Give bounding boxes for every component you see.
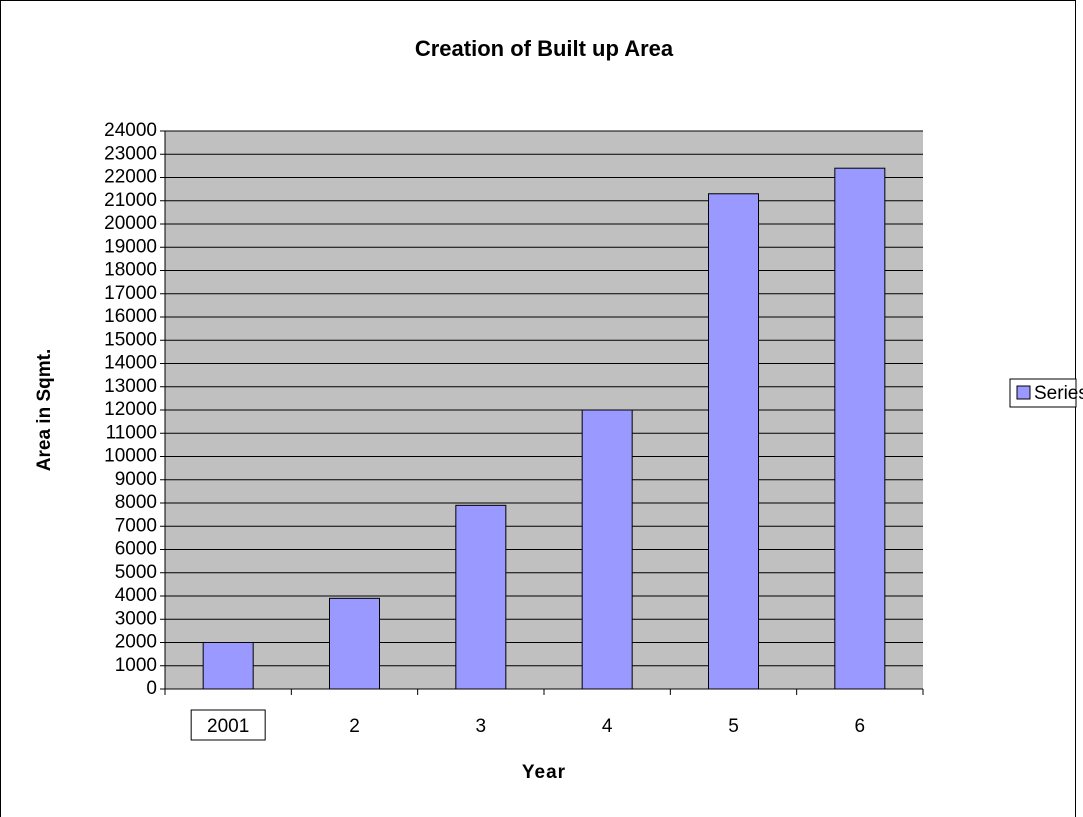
bar: [455, 504, 507, 690]
y-tick-label: 19000: [104, 236, 157, 257]
x-tick-label: 4: [602, 716, 613, 737]
y-tick-label: 18000: [104, 260, 157, 281]
y-tick-label: 9000: [115, 469, 157, 490]
y-tick-label: 14000: [104, 353, 157, 374]
bar: [581, 409, 633, 690]
y-tick-label: 17000: [104, 283, 157, 304]
y-tick-label: 24000: [104, 120, 157, 141]
y-tick-label: 5000: [115, 562, 157, 583]
y-tick-label: 21000: [104, 190, 157, 211]
y-tick-label: 20000: [104, 213, 157, 234]
chart-title: Creation of Built up Area: [415, 36, 674, 61]
y-tick-label: 22000: [104, 167, 157, 188]
x-tick-label: 2: [349, 716, 360, 737]
y-tick-label: 3000: [115, 608, 157, 629]
y-tick-label: 4000: [115, 585, 157, 606]
bar: [708, 193, 759, 690]
y-tick-label: 1000: [115, 655, 157, 676]
y-tick-label: 12000: [104, 399, 157, 420]
x-tick-label: 2001: [207, 716, 249, 737]
y-tick-label: 7000: [115, 515, 157, 536]
bar: [834, 167, 886, 690]
x-tick-label: 3: [476, 716, 487, 737]
bar: [329, 597, 380, 690]
x-tick-label: 6: [855, 716, 866, 737]
legend-swatch: [1016, 385, 1031, 400]
y-axis-title: Area in Sqmt.: [34, 349, 55, 471]
legend-label: Series1: [1034, 383, 1083, 404]
y-tick-label: 0: [146, 678, 157, 699]
y-tick-label: 16000: [104, 306, 157, 327]
x-tick-label-box: [190, 709, 266, 741]
y-tick-label: 15000: [104, 329, 157, 350]
x-axis-title: Year: [522, 762, 566, 783]
y-tick-label: 10000: [104, 446, 157, 467]
bar: [202, 642, 254, 690]
y-tick-label: 2000: [115, 632, 157, 653]
y-tick-label: 11000: [106, 422, 157, 443]
y-tick-label: 23000: [104, 143, 157, 164]
y-tick-label: 13000: [104, 376, 157, 397]
y-tick-label: 6000: [115, 539, 157, 560]
y-tick-label: 8000: [115, 492, 157, 513]
x-tick-label: 5: [728, 716, 739, 737]
